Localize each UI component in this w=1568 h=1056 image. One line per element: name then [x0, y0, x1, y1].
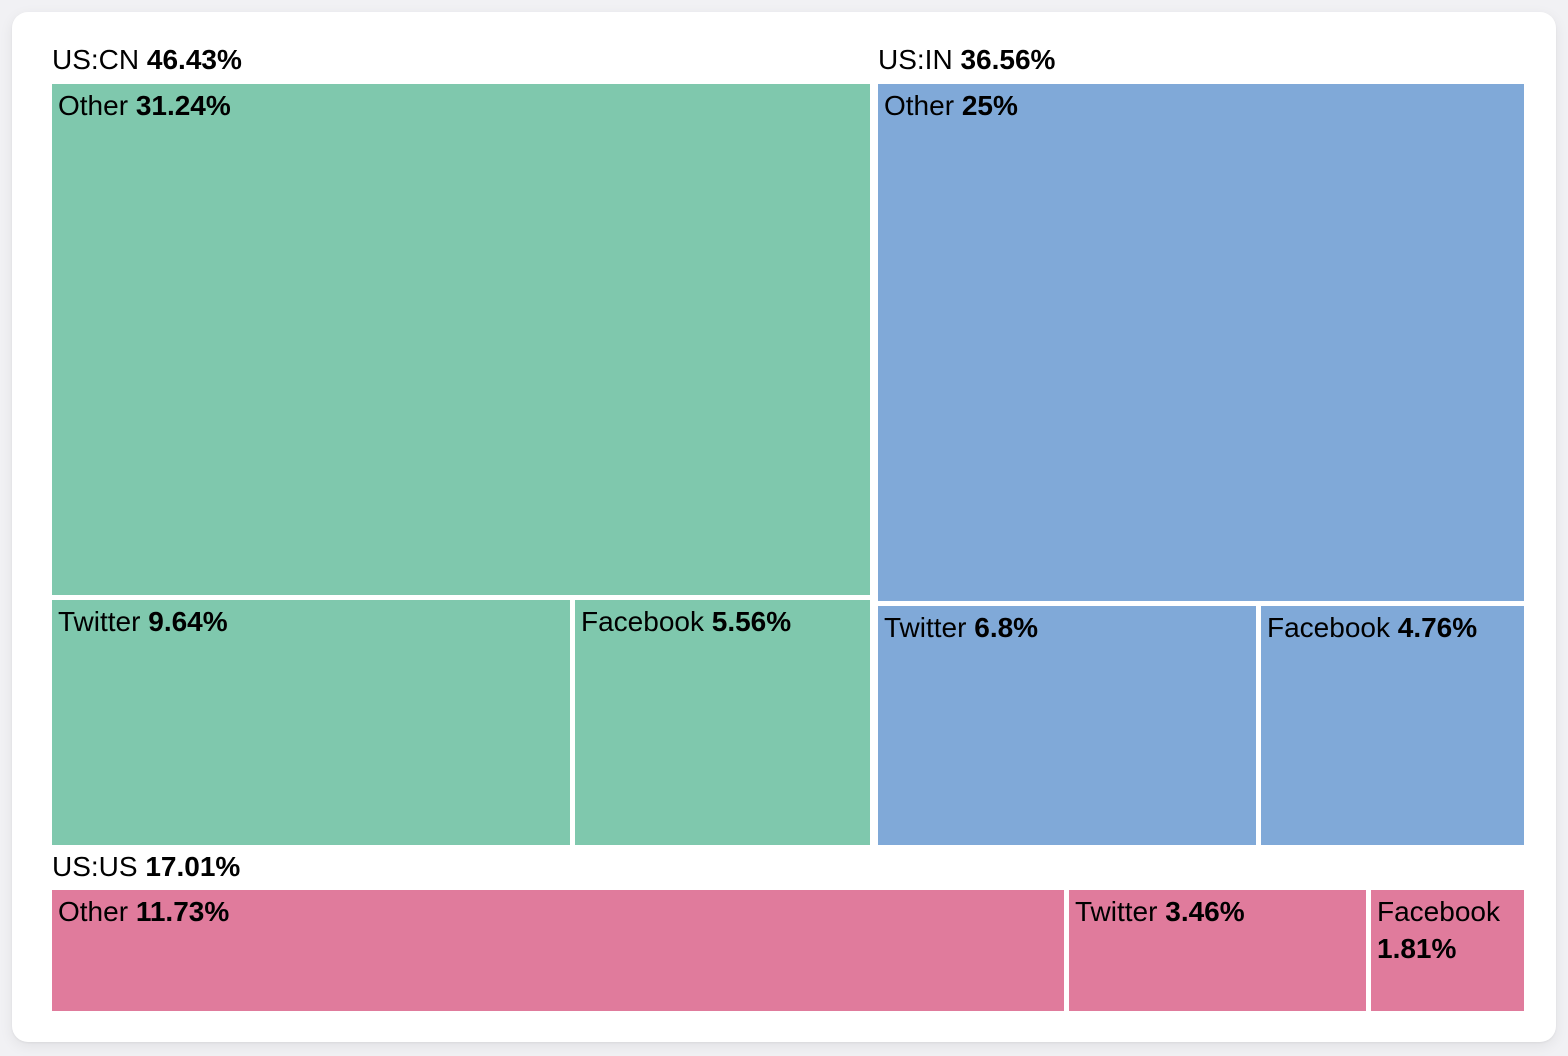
- cell-label: Facebook: [581, 606, 704, 637]
- treemap-cell-us-us-facebook[interactable]: Facebook 1.81%: [1371, 890, 1524, 1011]
- cell-label: Facebook: [1377, 896, 1500, 927]
- group-value: 46.43%: [146, 44, 242, 75]
- group-header-us-cn: US:CN 46.43%: [52, 41, 242, 79]
- cell-label: Twitter: [58, 606, 141, 637]
- treemap-cell-us-cn-twitter[interactable]: Twitter 9.64%: [52, 600, 570, 845]
- cell-value: 6.8%: [974, 612, 1039, 643]
- cell-value: 1.81%: [1377, 933, 1457, 964]
- cell-label: Other: [58, 90, 129, 121]
- treemap-cell-us-us-other[interactable]: Other 11.73%: [52, 890, 1064, 1011]
- cell-label: Facebook: [1267, 612, 1390, 643]
- group-value: 36.56%: [960, 44, 1056, 75]
- cell-value: 9.64%: [148, 606, 228, 637]
- cell-value: 4.76%: [1397, 612, 1478, 643]
- treemap-cell-us-in-twitter[interactable]: Twitter 6.8%: [878, 606, 1256, 845]
- group-label: US:US: [52, 851, 138, 882]
- group-header-us-us: US:US 17.01%: [52, 848, 240, 886]
- cell-label: Other: [884, 90, 955, 121]
- treemap-cell-us-in-other[interactable]: Other 25%: [878, 84, 1524, 601]
- group-label: US:CN: [52, 44, 140, 75]
- cell-label: Twitter: [884, 612, 967, 643]
- cell-value: 25%: [961, 90, 1018, 121]
- group-label: US:IN: [878, 44, 953, 75]
- group-value: 17.01%: [145, 851, 241, 882]
- treemap-cell-us-us-twitter[interactable]: Twitter 3.46%: [1069, 890, 1366, 1011]
- group-header-us-in: US:IN 36.56%: [878, 41, 1055, 79]
- cell-value: 5.56%: [711, 606, 792, 637]
- treemap-cell-us-cn-facebook[interactable]: Facebook 5.56%: [575, 600, 870, 845]
- cell-value: 3.46%: [1165, 896, 1245, 927]
- cell-value: 11.73%: [135, 896, 230, 927]
- treemap-card: US:CN 46.43% Other 31.24% Twitter 9.64% …: [12, 12, 1556, 1042]
- cell-value: 31.24%: [135, 90, 231, 121]
- treemap-cell-us-cn-other[interactable]: Other 31.24%: [52, 84, 870, 595]
- cell-label: Other: [58, 896, 129, 927]
- treemap-cell-us-in-facebook[interactable]: Facebook 4.76%: [1261, 606, 1524, 845]
- cell-label: Twitter: [1075, 896, 1158, 927]
